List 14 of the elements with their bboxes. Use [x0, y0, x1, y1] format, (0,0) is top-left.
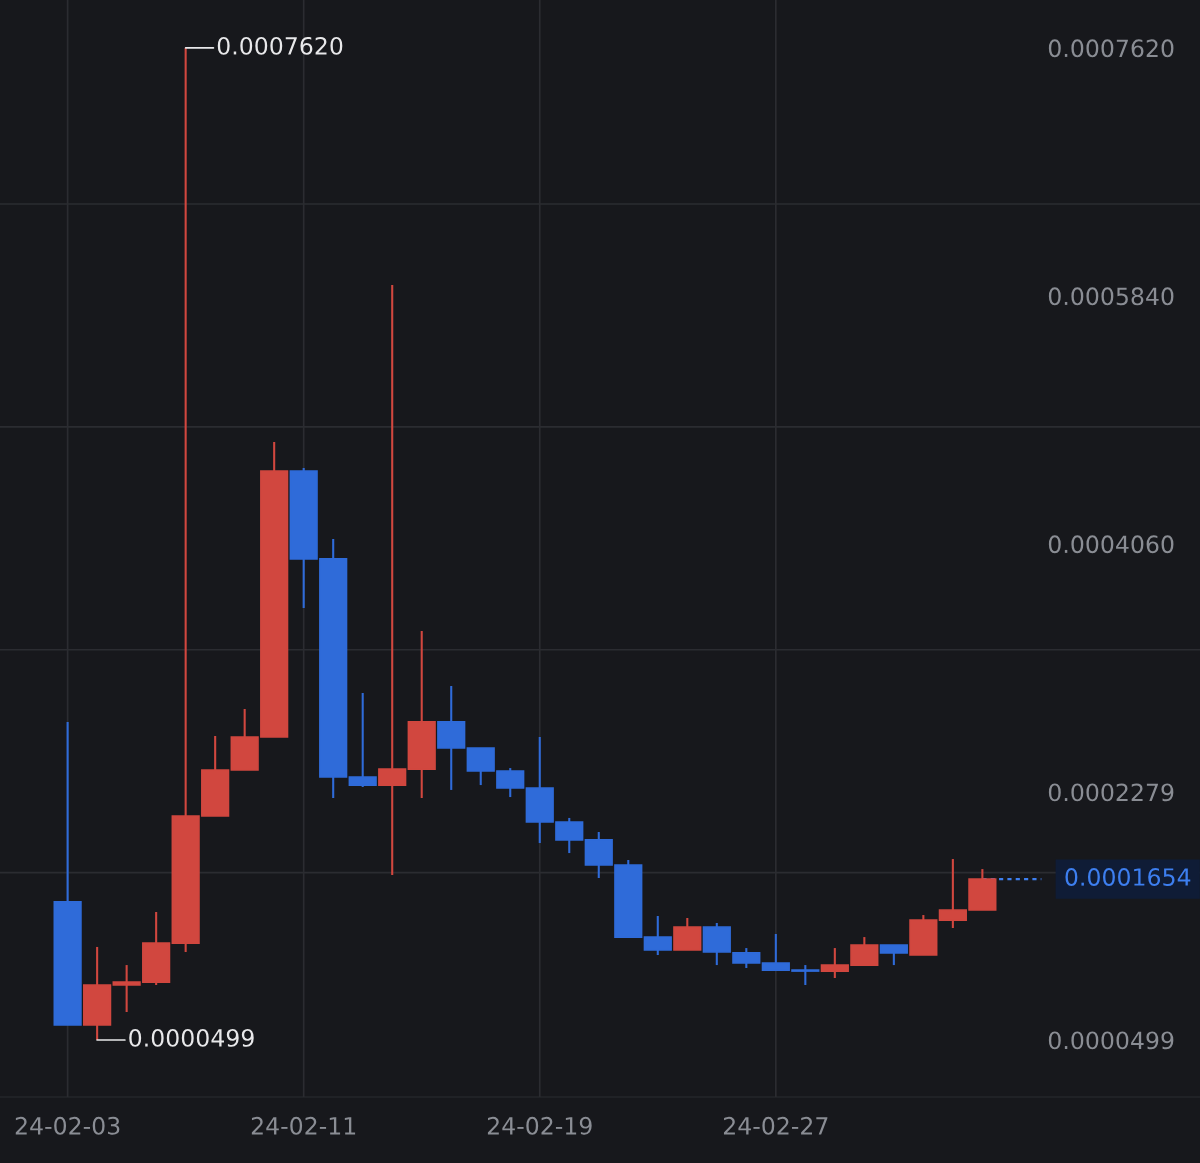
- x-tick-label: 24-02-11: [251, 1116, 356, 1135]
- y-tick-label: 0.0007620: [1048, 39, 1174, 58]
- x-tick-label: 24-02-27: [723, 1116, 828, 1135]
- ref-line-label: 0.0001654: [1065, 868, 1191, 886]
- y-tick-label: 0.0005840: [1048, 287, 1174, 306]
- annotation: 0.0000499: [129, 1029, 254, 1047]
- candlestick: [378, 284, 407, 877]
- y-tick-label: 0.0004060: [1048, 535, 1174, 554]
- x-tick-label: 24-02-03: [15, 1116, 120, 1135]
- annotation: 0.0007620: [217, 36, 343, 55]
- y-tick-label: 0.0002279: [1048, 783, 1174, 802]
- x-tick-label: 24-02-19: [487, 1116, 592, 1135]
- y-tick-label: 0.0000499: [1048, 1031, 1174, 1050]
- candlestick: [348, 691, 377, 789]
